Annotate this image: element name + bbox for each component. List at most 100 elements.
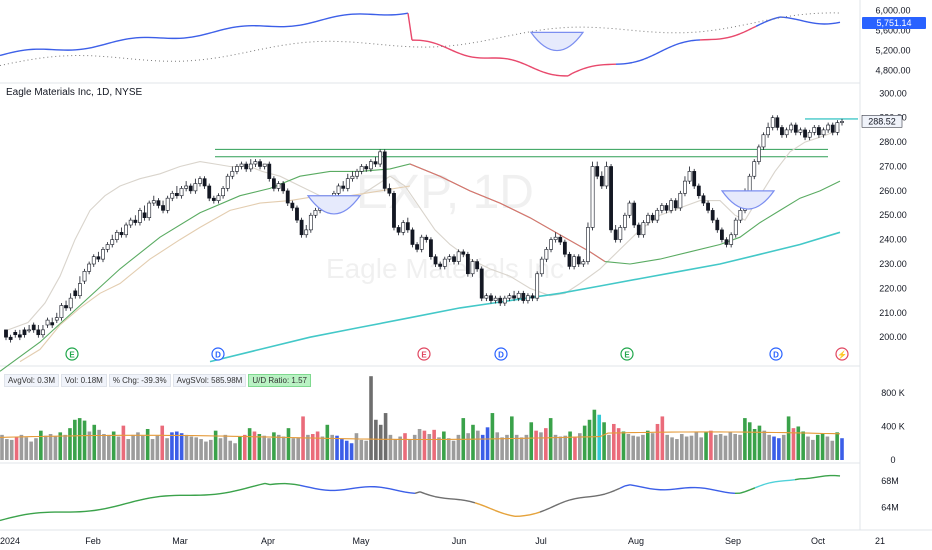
rs-line-segment bbox=[245, 487, 250, 488]
rs-line-segment bbox=[320, 489, 325, 490]
x-axis-label: Oct bbox=[811, 536, 826, 546]
rs-line-segment bbox=[395, 490, 400, 491]
candle-body bbox=[462, 252, 465, 254]
base-pattern-arc bbox=[531, 32, 583, 50]
rs-line-segment bbox=[525, 515, 530, 516]
candle-body bbox=[753, 162, 756, 177]
comparison-line-segment bbox=[208, 32, 212, 33]
candle-body bbox=[780, 127, 783, 134]
event-marker-label: E bbox=[69, 351, 75, 360]
volume-stats-bar: AvgVol: 0.3M Vol: 0.18M% Chg: -39.3% AvgSV… bbox=[4, 374, 311, 387]
candle-body bbox=[591, 166, 594, 227]
comparison-line-segment bbox=[212, 31, 216, 32]
rs-line-segment bbox=[425, 494, 430, 496]
candle-body bbox=[711, 210, 714, 220]
candle-body bbox=[83, 271, 86, 281]
candle-body bbox=[263, 164, 266, 166]
comparison-line-segment bbox=[552, 75, 556, 76]
candle-body bbox=[651, 215, 654, 220]
comparison-line-segment bbox=[300, 24, 304, 25]
candle-body bbox=[157, 201, 160, 206]
candle-body bbox=[605, 166, 608, 186]
x-axis-label: May bbox=[352, 536, 370, 546]
candle-body bbox=[397, 227, 400, 232]
rs-line-segment bbox=[15, 516, 20, 517]
x-axis-label: Apr bbox=[261, 536, 275, 546]
volume-bar bbox=[287, 428, 291, 460]
volume-bar bbox=[447, 438, 451, 460]
volume-bar bbox=[753, 429, 757, 460]
candle-body bbox=[300, 220, 303, 235]
rs-line-segment bbox=[420, 492, 425, 494]
comparison-line-segment bbox=[316, 20, 320, 21]
comparison-line-segment bbox=[524, 64, 528, 66]
volume-bar bbox=[452, 441, 456, 460]
volume-bar bbox=[588, 420, 592, 460]
rs-line-segment bbox=[90, 510, 95, 511]
rs-line-segment bbox=[95, 510, 100, 511]
volume-bar bbox=[180, 433, 184, 460]
rs-line-segment bbox=[355, 487, 360, 488]
candle-body bbox=[494, 298, 497, 300]
volume-bar bbox=[457, 435, 461, 460]
volume-stat: Vol: 0.18M bbox=[61, 374, 107, 387]
volume-bar bbox=[117, 437, 121, 460]
comparison-line-segment bbox=[800, 20, 804, 21]
comparison-line-segment bbox=[0, 54, 4, 55]
rs-line-segment bbox=[300, 485, 305, 486]
rs-line-segment bbox=[705, 488, 710, 489]
volume-bar bbox=[573, 437, 577, 460]
candle-body bbox=[836, 123, 839, 133]
candle-body bbox=[305, 230, 308, 235]
comparison-line-segment bbox=[576, 70, 580, 72]
rs-line-segment bbox=[765, 483, 770, 484]
volume-bar bbox=[369, 376, 373, 460]
volume-bar bbox=[806, 437, 810, 460]
volume-bar bbox=[194, 437, 198, 460]
volume-bar bbox=[466, 433, 470, 460]
comparison-line-segment bbox=[728, 37, 732, 38]
candle-body bbox=[642, 223, 645, 235]
candle-body bbox=[794, 125, 797, 132]
rs-line-segment bbox=[810, 477, 815, 478]
volume-bar bbox=[665, 435, 669, 460]
rs-line-segment bbox=[25, 514, 30, 515]
candle-body bbox=[831, 125, 834, 132]
volume-bar bbox=[73, 420, 77, 460]
comparison-line-segment bbox=[328, 17, 332, 18]
rs-line-segment bbox=[595, 495, 600, 496]
volume-bar bbox=[811, 440, 815, 460]
x-axis-label: Feb bbox=[85, 536, 101, 546]
rs-line-segment bbox=[470, 501, 475, 502]
comparison-line-segment bbox=[128, 38, 132, 39]
candle-body bbox=[231, 171, 234, 176]
volume-bar bbox=[393, 439, 397, 460]
candle-body bbox=[683, 181, 686, 193]
comparison-line-segment bbox=[88, 48, 92, 49]
candle-body bbox=[208, 186, 211, 198]
volume-bar bbox=[476, 431, 480, 460]
volume-bar bbox=[801, 432, 805, 460]
volume-bar bbox=[719, 434, 723, 460]
rs-line-segment bbox=[520, 516, 525, 517]
candle-body bbox=[295, 208, 298, 220]
comparison-line-segment bbox=[812, 23, 816, 24]
comparison-line-segment bbox=[804, 21, 808, 22]
volume-bar bbox=[724, 436, 728, 460]
volume-bar bbox=[758, 426, 762, 460]
candle-body bbox=[143, 213, 146, 218]
rs-line-segment bbox=[20, 515, 25, 516]
rs-line-segment bbox=[460, 500, 465, 501]
rs-line-segment bbox=[415, 492, 420, 494]
volume-bar bbox=[699, 437, 703, 460]
comparison-line-segment bbox=[8, 52, 12, 53]
comparison-line-segment bbox=[324, 18, 328, 19]
volume-bar bbox=[491, 413, 495, 460]
rs-line-segment bbox=[455, 499, 460, 500]
rs-line-segment bbox=[100, 509, 105, 510]
volume-stat: AvgVol: 0.3M bbox=[4, 374, 59, 387]
candle-body bbox=[55, 318, 58, 320]
volume-bar bbox=[646, 431, 650, 460]
volume-bar bbox=[622, 432, 626, 460]
comparison-line-segment bbox=[740, 32, 744, 34]
